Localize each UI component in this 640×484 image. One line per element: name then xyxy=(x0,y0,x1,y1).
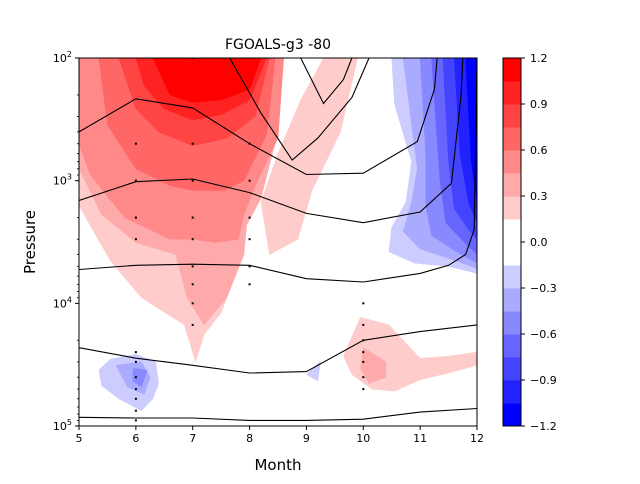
x-tick-label: 9 xyxy=(303,432,310,445)
stipple-dot xyxy=(191,238,194,241)
contour-fill-positive xyxy=(152,58,262,103)
contour-fills xyxy=(79,58,477,412)
x-axis-label: Month xyxy=(254,456,301,474)
x-tick-label: 8 xyxy=(246,432,253,445)
colorbar-segment xyxy=(503,173,521,197)
x-tick-label: 10 xyxy=(356,432,370,445)
colorbar-tick-label: 0.3 xyxy=(530,190,548,203)
contour-fill-positive xyxy=(360,347,387,384)
stippling xyxy=(134,58,365,422)
stipple-dot xyxy=(191,216,194,219)
colorbar: 1.2 0.9 0.6 0.3 0.0 −0.3 −0.6 −0.9 −1.2 xyxy=(502,52,557,433)
stipple-dot xyxy=(134,360,137,363)
colorbar-segment xyxy=(503,403,521,427)
stipple-dot xyxy=(134,376,137,379)
stipple-dot xyxy=(248,216,251,219)
colorbar-segment xyxy=(503,334,521,358)
contour-line xyxy=(79,58,438,176)
contour-line xyxy=(79,58,477,283)
colorbar-tick-label: 0.6 xyxy=(530,144,548,157)
stipple-dot xyxy=(362,302,365,305)
colorbar-segment xyxy=(503,81,521,105)
colorbar-tick-label: 1.2 xyxy=(530,52,548,65)
stipple-dot xyxy=(362,388,365,391)
colorbar-segment xyxy=(503,311,521,335)
contour-line xyxy=(79,324,477,374)
stipple-dot xyxy=(134,179,137,182)
colorbar-tick-label: −0.9 xyxy=(530,374,557,387)
x-axis: 5 6 7 8 9 10 11 12 xyxy=(76,426,484,445)
colorbar-segment xyxy=(503,58,521,82)
colorbar-tick-label: 0.0 xyxy=(530,236,548,249)
colorbar-segment xyxy=(503,196,521,220)
colorbar-segment xyxy=(503,104,521,128)
stipple-dot xyxy=(191,179,194,182)
colorbar-tick-label: 0.9 xyxy=(530,98,548,111)
colorbar-tick-label: −1.2 xyxy=(530,420,557,433)
stipple-dot xyxy=(362,323,365,326)
y-tick-label: 104 xyxy=(53,295,72,310)
contour-line xyxy=(229,58,370,161)
stipple-dot xyxy=(191,323,194,326)
stipple-dot xyxy=(362,351,365,354)
stipple-dot xyxy=(362,339,365,342)
colorbar-segment xyxy=(503,357,521,381)
stipple-dot xyxy=(134,419,137,422)
colorbar-segment xyxy=(503,150,521,174)
stipple-dot xyxy=(134,409,137,412)
stipple-dot xyxy=(134,388,137,391)
stipple-dot xyxy=(134,216,137,219)
colorbar-tick-label: −0.6 xyxy=(530,328,557,341)
colorbar-segment xyxy=(503,288,521,312)
stipple-dot xyxy=(248,283,251,286)
stipple-dot xyxy=(191,283,194,286)
stipple-dot xyxy=(134,142,137,145)
contour-line xyxy=(300,58,353,105)
contour-line xyxy=(79,58,464,224)
y-tick-label: 102 xyxy=(53,50,72,65)
plot-frame xyxy=(78,57,478,427)
stipple-dot xyxy=(134,238,137,241)
y-tick-label: 105 xyxy=(53,418,72,433)
colorbar-segment xyxy=(503,380,521,404)
x-tick-label: 5 xyxy=(76,432,83,445)
stipple-dot xyxy=(362,376,365,379)
stipple-dot xyxy=(134,397,137,400)
contour-lines xyxy=(79,58,477,421)
y-axis: 102 103 104 105 xyxy=(53,50,79,433)
colorbar-segment xyxy=(503,219,521,266)
x-tick-label: 7 xyxy=(189,432,196,445)
contour-line xyxy=(79,407,477,421)
stipple-dot xyxy=(191,265,194,268)
x-tick-label: 12 xyxy=(470,432,484,445)
chart-title: FGOALS-g3 -80 xyxy=(225,37,331,53)
stipple-dot xyxy=(191,142,194,145)
stipple-dot xyxy=(248,238,251,241)
y-tick-label: 103 xyxy=(53,173,72,188)
stipple-dot xyxy=(248,179,251,182)
colorbar-tick-label: −0.3 xyxy=(530,282,557,295)
contour-fill-negative xyxy=(132,368,148,388)
x-tick-label: 6 xyxy=(132,432,139,445)
colorbar-segment xyxy=(503,127,521,151)
stipple-dot xyxy=(191,302,194,305)
colorbar-segment xyxy=(503,265,521,289)
stipple-dot xyxy=(248,265,251,268)
x-tick-label: 11 xyxy=(413,432,427,445)
stipple-dot xyxy=(248,142,251,145)
contour-fill-negative xyxy=(465,58,477,203)
stipple-dot xyxy=(134,351,137,354)
y-axis-label: Pressure xyxy=(21,210,39,274)
stipple-dot xyxy=(362,360,365,363)
